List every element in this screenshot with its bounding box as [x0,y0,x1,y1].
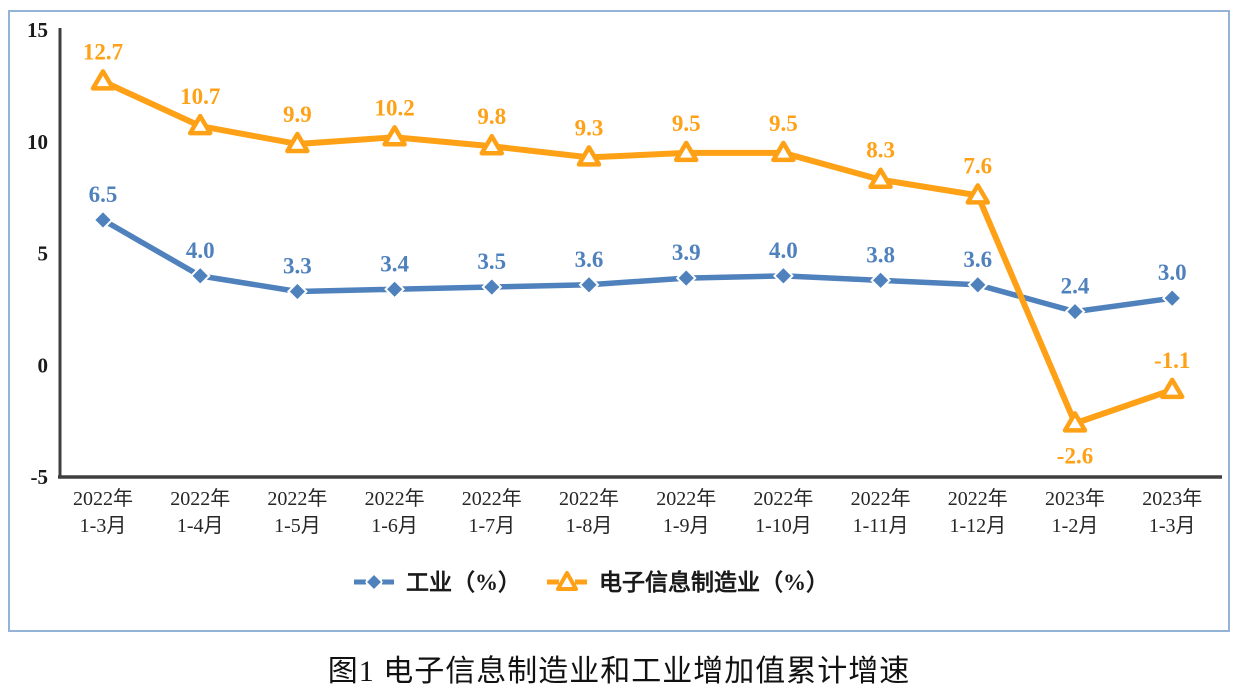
x-tick-label: 2023年 1-3月 [1142,487,1202,537]
y-tick-label: 15 [27,18,48,42]
data-label: -1.1 [1154,348,1190,373]
diamond-marker [870,269,892,291]
x-tick-label: 2022年 1-7月 [462,487,522,537]
data-label: 9.9 [283,102,312,127]
data-label: 9.5 [769,111,798,136]
triangle-marker [771,140,796,163]
data-label: 10.7 [180,84,220,109]
diamond-marker [92,209,114,231]
data-label: 3.6 [575,247,604,272]
data-label: 3.3 [283,253,312,278]
diamond-marker [967,274,989,296]
x-tick-label: 2023年 1-2月 [1045,487,1105,537]
data-label: 9.8 [477,104,506,129]
diamond-marker [772,265,794,287]
chart-box: 15 10 5 0 -5 2022年 1-3月 2022年 1-4月 2022年 1-5月 2022年… [8,10,1230,632]
triangle-marker [90,69,116,91]
data-label: 3.4 [380,251,409,276]
triangle-marker [868,167,893,189]
legend-item: 工业（%） [354,569,521,595]
data-label: 9.3 [575,115,604,140]
legend-label: 工业（%） [406,569,521,595]
diamond-marker [1161,287,1183,309]
triangle-marker [382,125,407,147]
legend-item: 电子信息制造业（%） [547,569,829,595]
diamond-marker [189,265,211,287]
data-label: 3.9 [672,240,701,265]
triangle-marker [479,133,505,156]
figure-caption: 图1 电子信息制造业和工业增加值累计增速 [327,655,911,688]
x-tick-label: 2022年 1-8月 [559,487,619,537]
series-line-1 [100,78,1176,427]
x-tick-label: 2022年 1-10月 [753,487,813,537]
triangle-marker [1062,411,1088,433]
data-label: 2.4 [1061,274,1090,299]
data-label: 4.0 [769,238,798,263]
x-tick-label: 2022年 1-12月 [948,487,1008,537]
data-label: 3.6 [963,247,992,272]
data-label: -2.6 [1057,443,1093,468]
triangle-marker [965,183,991,205]
x-tick-label: 2022年 1-11月 [851,487,911,537]
data-label: 9.5 [672,111,701,136]
legend-triangle-icon [556,571,578,591]
triangle-marker [576,145,602,167]
series-line-0 [100,217,1175,315]
x-tick-label: 2022年 1-4月 [170,487,230,537]
data-label: 3.0 [1158,260,1187,285]
data-label: 3.5 [477,249,506,274]
data-label: 10.2 [374,95,414,120]
data-label: 6.5 [89,182,118,207]
legend-diamond-icon [364,572,384,592]
triangle-marker [1159,377,1185,400]
y-tick-label: 5 [38,242,49,266]
legend-label: 电子信息制造业（%） [599,569,829,595]
y-tick-label: -5 [31,465,49,489]
diamond-marker [481,276,503,298]
triangle-marker [187,113,213,136]
y-tick-label: 0 [38,353,49,377]
diamond-marker [286,281,308,302]
data-label: 7.6 [963,153,992,178]
data-label: 4.0 [186,238,215,263]
diamond-marker [675,267,697,289]
x-tick-label: 2022年 1-3月 [73,487,133,537]
x-tick-label: 2022年 1-5月 [267,487,327,537]
chart-svg: 15 10 5 0 -5 2022年 1-3月 2022年 1-4月 2022年 1-5月 2022年… [27,18,1222,595]
diamond-marker [578,274,600,296]
data-label: 12.7 [83,39,123,64]
x-tick-label: 2022年 1-9月 [656,487,716,537]
diamond-marker [384,278,406,300]
data-label: 3.8 [866,242,895,267]
y-tick-label: 10 [27,130,48,154]
diamond-marker [1064,301,1086,323]
triangle-marker [285,131,310,154]
data-label: 8.3 [866,138,895,163]
x-tick-label: 2022年 1-6月 [365,487,425,537]
triangle-marker [673,140,699,163]
